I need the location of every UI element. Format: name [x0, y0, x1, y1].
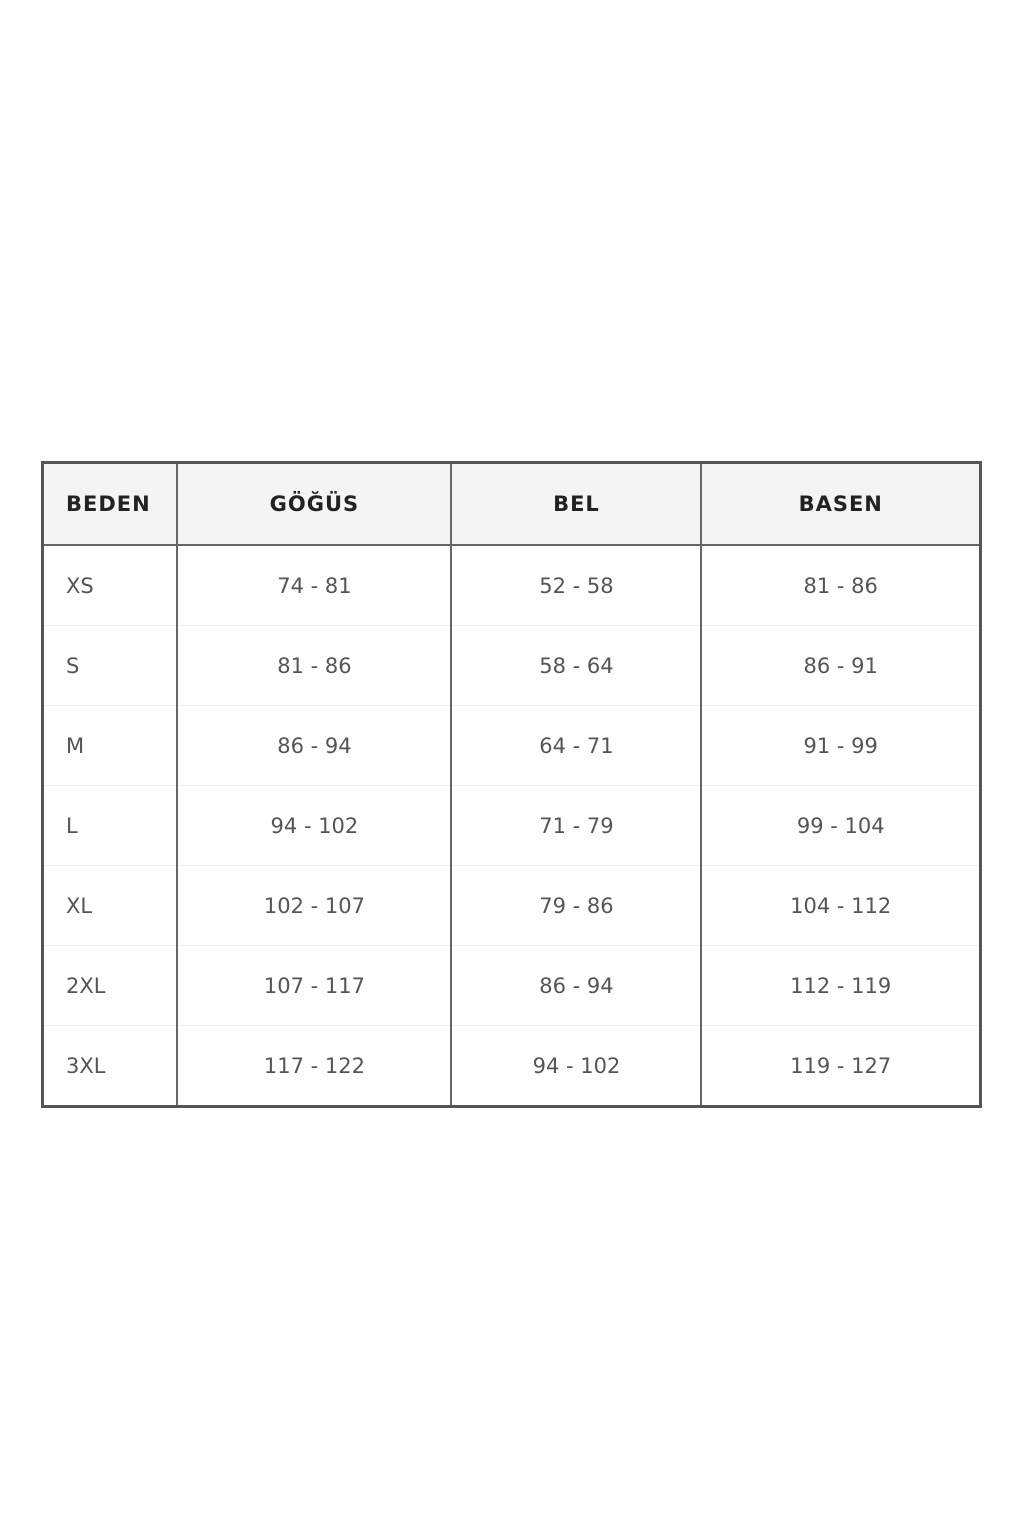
header-gogus: GÖĞÜS — [177, 462, 453, 546]
cell-size: XS — [42, 545, 179, 626]
header-beden: BEDEN — [42, 462, 179, 546]
cell-waist: 94 - 102 — [451, 1025, 703, 1107]
cell-chest: 86 - 94 — [177, 705, 453, 786]
cell-chest: 102 - 107 — [177, 865, 453, 946]
cell-size: XL — [42, 865, 179, 946]
table-row: L 94 - 102 71 - 79 99 - 104 — [42, 785, 981, 866]
cell-waist: 64 - 71 — [451, 705, 703, 786]
cell-chest: 117 - 122 — [177, 1025, 453, 1107]
cell-size: S — [42, 625, 179, 706]
header-basen: BASEN — [701, 462, 981, 546]
cell-waist: 52 - 58 — [451, 545, 703, 626]
cell-size: L — [42, 785, 179, 866]
table-row: M 86 - 94 64 - 71 91 - 99 — [42, 705, 981, 786]
cell-waist: 79 - 86 — [451, 865, 703, 946]
cell-waist: 71 - 79 — [451, 785, 703, 866]
cell-hip: 86 - 91 — [701, 625, 981, 706]
cell-chest: 81 - 86 — [177, 625, 453, 706]
cell-chest: 94 - 102 — [177, 785, 453, 866]
cell-waist: 86 - 94 — [451, 945, 703, 1026]
cell-size: 3XL — [42, 1025, 179, 1107]
cell-hip: 104 - 112 — [701, 865, 981, 946]
cell-hip: 99 - 104 — [701, 785, 981, 866]
cell-chest: 107 - 117 — [177, 945, 453, 1026]
table-row: S 81 - 86 58 - 64 86 - 91 — [42, 625, 981, 706]
cell-waist: 58 - 64 — [451, 625, 703, 706]
table-row: XS 74 - 81 52 - 58 81 - 86 — [42, 545, 981, 626]
cell-hip: 119 - 127 — [790, 1053, 892, 1078]
size-chart-table: BEDEN GÖĞÜS BEL BASEN XS 74 - 81 52 - 58 81… — [41, 461, 982, 1108]
table-row: 3XL 117 - 122 94 - 102 119 - 127 — [42, 1025, 981, 1107]
table-row: 2XL 107 - 117 86 - 94 112 - 119 — [42, 945, 981, 1026]
cell-chest: 74 - 81 — [177, 545, 453, 626]
cell-hip: 81 - 86 — [701, 545, 981, 626]
table-row: XL 102 - 107 79 - 86 104 - 112 — [42, 865, 981, 946]
cell-hip: 91 - 99 — [701, 705, 981, 786]
cell-size: 2XL — [42, 945, 179, 1026]
header-row: BEDEN GÖĞÜS BEL BASEN — [42, 462, 981, 546]
cell-hip: 112 - 119 — [701, 945, 981, 1026]
cell-size: M — [42, 705, 179, 786]
header-bel: BEL — [451, 462, 703, 546]
